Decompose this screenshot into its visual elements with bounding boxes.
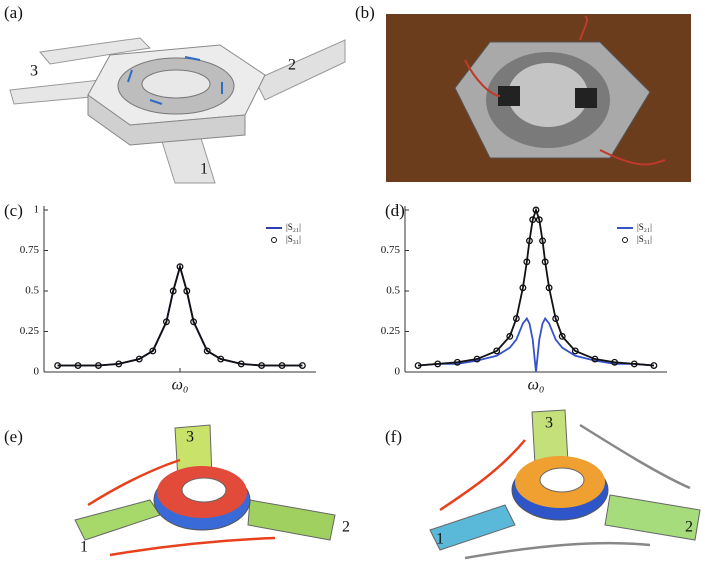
port-label: 1 [436,531,444,548]
y-tick-label: 0.75 [20,244,40,256]
field-plot [430,410,700,558]
series-line [418,210,654,366]
port-label: 3 [30,63,38,80]
series-line [418,319,654,372]
port-label: 1 [200,161,208,178]
y-tick-label: 1 [34,204,40,216]
port-label: 2 [342,519,350,536]
series-line [58,267,303,366]
legend-label: |S₃₁| [286,234,301,244]
legend-label: |S₂₁| [286,222,301,232]
port-label: 1 [80,539,88,556]
panel-label: (f) [385,427,402,446]
panel-label: (c) [4,201,23,220]
y-tick-label: 0.5 [25,285,39,297]
y-tick-label: 0.75 [381,244,401,256]
y-tick-label: 0 [395,366,401,378]
legend-label: |S₃₁| [637,234,652,244]
panel-label: (a) [4,3,23,22]
panel-label: (e) [4,427,23,446]
x-tick-label: ω₀ [172,377,189,394]
legend-label: |S₂₁| [637,222,652,232]
device-photo [386,14,691,182]
series-line [58,267,303,366]
port-label: 3 [545,415,553,432]
port-label: 2 [685,519,693,536]
y-tick-label: 1 [395,204,401,216]
y-tick-label: 0 [34,366,40,378]
y-tick-label: 0.25 [381,325,401,337]
figure: (a) 3 2 1 (b) (e) 3 1 2 (f) 3 [0,0,705,563]
legend-marker [623,238,628,243]
port-label: 2 [288,57,296,74]
y-tick-label: 0.5 [386,285,400,297]
port-label: 3 [186,429,194,446]
field-plot [75,425,335,555]
y-tick-label: 0.25 [20,325,40,337]
legend-marker [272,238,277,243]
x-tick-label: ω₀ [528,377,545,394]
panel-label: (b) [355,3,375,22]
